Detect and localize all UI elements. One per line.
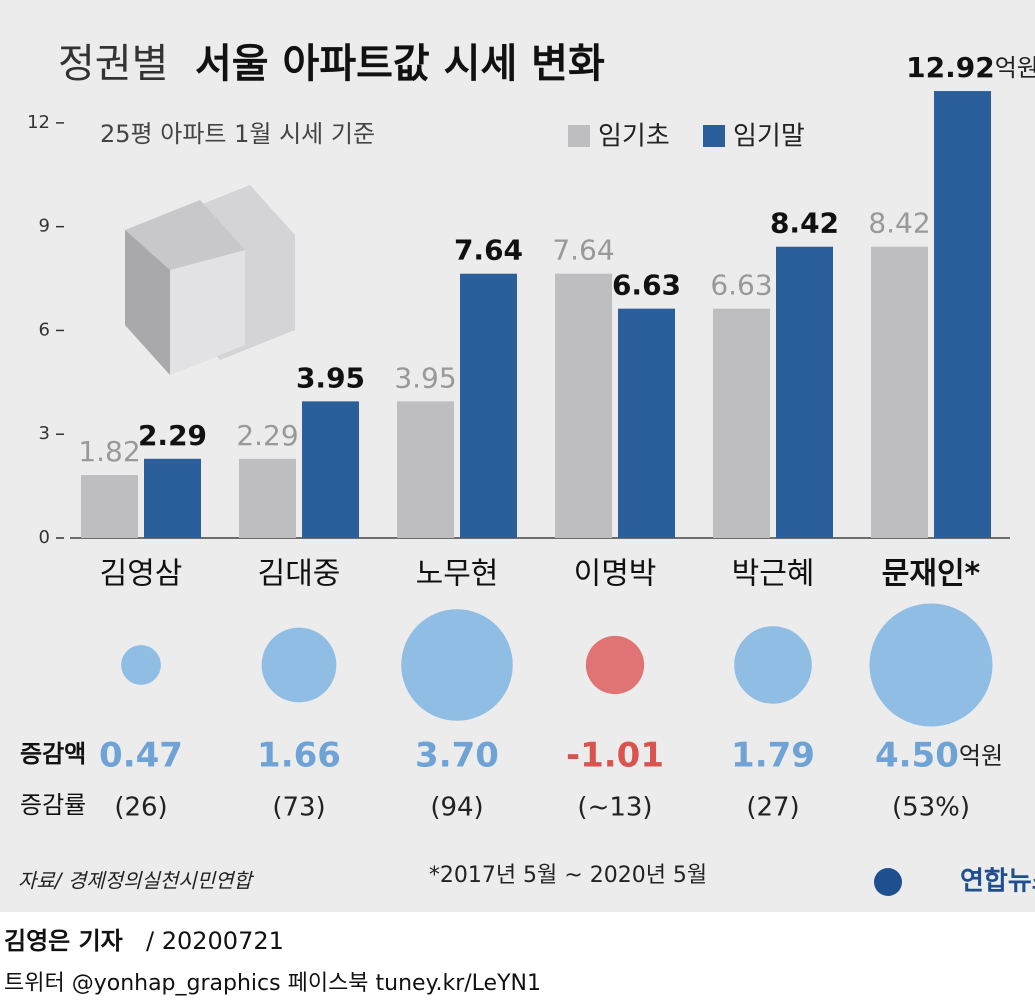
bar (81, 475, 138, 538)
social: 트위터 @yonhap_graphics 페이스북 tuney.kr/LeYN1 (4, 971, 541, 996)
rate-label: (94) (430, 793, 483, 823)
bar (302, 401, 359, 538)
row-label: 증감률 (20, 791, 86, 819)
subtitle: 25평 아파트 1월 시세 기준 (100, 120, 375, 148)
value-label: 7.64 (552, 234, 614, 267)
x-tick-label: 김영삼 (100, 557, 183, 592)
rate-label: (53%) (892, 793, 970, 823)
change-label: 4.50 (875, 736, 959, 776)
unit-label: 억원 (959, 742, 1003, 770)
change-bubble (585, 635, 645, 695)
value-label: 2.29 (138, 419, 207, 452)
bar (460, 273, 517, 538)
chart-title: 서울 아파트값 시세 변화 (195, 41, 605, 87)
building-icon (125, 185, 295, 375)
change-label: 1.79 (731, 736, 815, 776)
change-label: -1.01 (566, 736, 664, 776)
bar (239, 458, 296, 538)
bar (618, 308, 675, 538)
change-bubble (734, 626, 812, 704)
change-label: 1.66 (257, 736, 341, 776)
logo-icon (874, 868, 902, 896)
bar (397, 401, 454, 538)
rate-label: (27) (746, 793, 799, 823)
change-bubble (121, 645, 161, 685)
author: 김영은 기자 (4, 927, 123, 955)
bar (871, 246, 928, 538)
legend-swatch (703, 125, 725, 147)
footnote: *2017년 5월 ~ 2020년 5월 (429, 863, 707, 888)
value-label: 8.42 (770, 207, 839, 240)
value-label: 6.63 (710, 269, 772, 302)
panel (0, 0, 1035, 912)
bar (934, 91, 991, 538)
unit-label: 억원 (995, 54, 1035, 82)
change-bubble (869, 603, 993, 727)
rate-label: (26) (114, 793, 167, 823)
bar (144, 458, 201, 538)
y-tick-label: 9 (39, 216, 50, 237)
x-tick-label: 김대중 (258, 557, 341, 592)
bar (776, 246, 833, 538)
legend-swatch (568, 125, 590, 147)
source: 자료/ 경제정의실천시민연합 (18, 869, 254, 893)
x-tick-label: 노무현 (416, 557, 499, 592)
change-bubble (261, 627, 337, 703)
change-label: 3.70 (415, 736, 499, 776)
logo: 연합뉴스 (960, 867, 1035, 897)
date: / 20200721 (146, 927, 284, 955)
y-tick-label: 12 (27, 112, 50, 133)
change-bubble (401, 609, 513, 721)
rate-label: (73) (272, 793, 325, 823)
x-tick-label: 문재인* (882, 557, 981, 592)
value-label: 1.82 (78, 435, 140, 468)
value-label: 8.42 (868, 207, 930, 240)
bar (555, 273, 612, 538)
y-tick-label: 0 (39, 527, 50, 548)
x-tick-label: 이명박 (574, 557, 657, 592)
row-label: 증감액 (20, 740, 86, 768)
y-tick-label: 3 (39, 423, 50, 444)
rate-label: (~13) (577, 793, 652, 823)
value-label: 12.92 (906, 51, 995, 84)
y-tick-label: 6 (39, 319, 50, 340)
legend-label: 임기말 (733, 122, 805, 152)
value-label: 2.29 (236, 419, 298, 452)
bar (713, 308, 770, 538)
chart-title-lead: 정권별 (58, 41, 168, 87)
legend-label: 임기초 (598, 122, 670, 152)
x-tick-label: 박근혜 (732, 557, 815, 592)
change-label: 0.47 (99, 736, 183, 776)
value-label: 3.95 (394, 361, 456, 394)
value-label: 6.63 (612, 269, 681, 302)
value-label: 3.95 (296, 361, 365, 394)
value-label: 7.64 (454, 234, 523, 267)
